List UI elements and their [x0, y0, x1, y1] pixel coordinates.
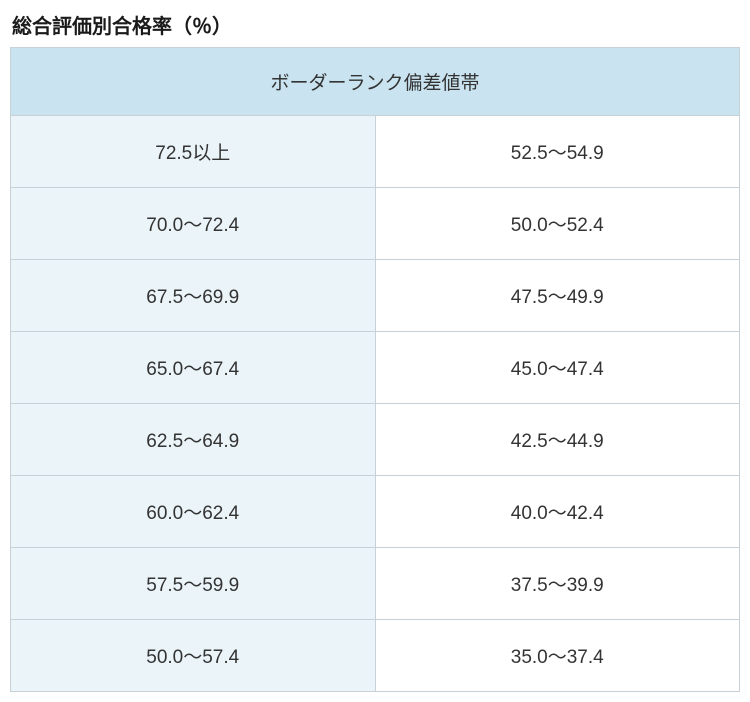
- table-row: 65.0～67.4 45.0～47.4: [11, 332, 740, 404]
- table-cell-left: 72.5以上: [11, 116, 376, 188]
- table-cell-right: 35.0～37.4: [375, 620, 740, 692]
- table-row: 70.0～72.4 50.0～52.4: [11, 188, 740, 260]
- table-cell-right: 47.5～49.9: [375, 260, 740, 332]
- table-row: 62.5～64.9 42.5～44.9: [11, 404, 740, 476]
- table-row: 57.5～59.9 37.5～39.9: [11, 548, 740, 620]
- table-cell-left: 65.0～67.4: [11, 332, 376, 404]
- table-cell-right: 50.0～52.4: [375, 188, 740, 260]
- table-cell-right: 52.5～54.9: [375, 116, 740, 188]
- table-row: 50.0～57.4 35.0～37.4: [11, 620, 740, 692]
- pass-rate-table: ボーダーランク偏差値帯 72.5以上 52.5～54.9 70.0～72.4 5…: [10, 47, 740, 692]
- table-header-cell: ボーダーランク偏差値帯: [11, 48, 740, 116]
- table-cell-right: 42.5～44.9: [375, 404, 740, 476]
- table-cell-left: 60.0～62.4: [11, 476, 376, 548]
- table-row: 72.5以上 52.5～54.9: [11, 116, 740, 188]
- table-cell-left: 70.0～72.4: [11, 188, 376, 260]
- table-cell-left: 57.5～59.9: [11, 548, 376, 620]
- table-header-row: ボーダーランク偏差値帯: [11, 48, 740, 116]
- table-cell-left: 50.0～57.4: [11, 620, 376, 692]
- table-cell-left: 67.5～69.9: [11, 260, 376, 332]
- table-row: 60.0～62.4 40.0～42.4: [11, 476, 740, 548]
- table-cell-left: 62.5～64.9: [11, 404, 376, 476]
- page-title: 総合評価別合格率（％）: [10, 10, 740, 39]
- table-cell-right: 37.5～39.9: [375, 548, 740, 620]
- table-body: 72.5以上 52.5～54.9 70.0～72.4 50.0～52.4 67.…: [11, 116, 740, 692]
- table-cell-right: 45.0～47.4: [375, 332, 740, 404]
- table-row: 67.5～69.9 47.5～49.9: [11, 260, 740, 332]
- table-cell-right: 40.0～42.4: [375, 476, 740, 548]
